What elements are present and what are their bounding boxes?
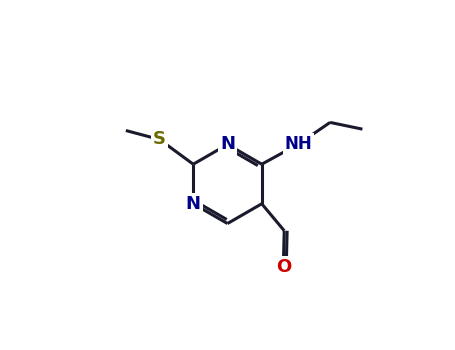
Text: N: N bbox=[186, 195, 201, 213]
Text: NH: NH bbox=[285, 135, 313, 153]
Text: S: S bbox=[153, 131, 166, 148]
Text: N: N bbox=[220, 135, 235, 153]
Text: O: O bbox=[276, 258, 291, 276]
